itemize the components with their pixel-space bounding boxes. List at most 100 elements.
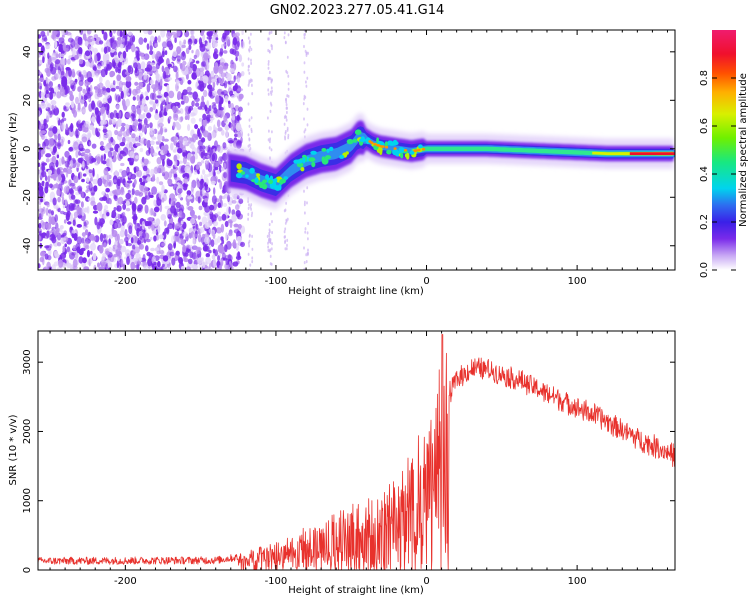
noise-cell (219, 47, 224, 56)
noise-cell (167, 77, 172, 81)
noise-cell (172, 105, 177, 113)
noise-cell (45, 101, 49, 110)
noise-cell (65, 123, 69, 131)
noise-cell (148, 191, 151, 197)
transition-dot (267, 248, 270, 252)
noise-cell (147, 217, 154, 222)
figure-title: GN02.2023.277.05.41.G14 (270, 3, 445, 18)
noise-cell (149, 127, 155, 136)
noise-cell (163, 171, 170, 180)
noise-cell (166, 103, 172, 110)
transition-dot (269, 137, 271, 141)
transition-dot (304, 230, 307, 234)
noise-cell (173, 111, 177, 118)
noise-cell (176, 30, 181, 37)
noise-cell (141, 220, 146, 230)
transition-dot (268, 70, 271, 75)
transition-dot (302, 102, 305, 106)
noise-cell (203, 52, 209, 60)
noise-cell (114, 222, 118, 229)
noise-cell (156, 134, 163, 141)
noise-cell (135, 135, 140, 143)
transition-dot (251, 234, 254, 238)
transition-dot (304, 227, 307, 231)
transition-dot (267, 116, 269, 120)
noise-cell (188, 105, 194, 111)
noise-cell (162, 159, 165, 167)
noise-cell (143, 265, 148, 270)
noise-cell (232, 32, 237, 38)
noise-cell (62, 167, 68, 173)
noise-cell (74, 54, 79, 60)
transition-dot (303, 97, 306, 101)
noise-cell (97, 262, 100, 268)
noise-cell (126, 180, 133, 184)
noise-cell (116, 104, 120, 111)
noise-cell (219, 245, 225, 254)
noise-cell (90, 186, 96, 196)
noise-cell (229, 48, 235, 55)
noise-cell (44, 175, 48, 182)
noise-cell (225, 130, 229, 139)
noise-cell (164, 50, 168, 56)
noise-cell (238, 56, 243, 61)
noise-cell (198, 262, 204, 270)
noise-cell (149, 194, 154, 198)
noise-cell (44, 67, 50, 74)
noise-cell (61, 196, 65, 205)
noise-cell (208, 249, 212, 254)
transition-dot (267, 92, 270, 96)
noise-cell (224, 124, 230, 131)
noise-cell (45, 245, 52, 251)
noise-cell (125, 112, 131, 119)
transition-dot (271, 242, 273, 246)
noise-cell (163, 111, 168, 116)
noise-cell (114, 56, 120, 64)
noise-cell (197, 196, 201, 204)
noise-cell (61, 49, 65, 55)
transition-dot (307, 237, 309, 241)
noise-cell (232, 37, 238, 46)
noise-cell (237, 213, 244, 220)
noise-cell (233, 223, 239, 228)
noise-cell (132, 96, 136, 101)
noise-cell (59, 225, 64, 230)
transition-dot (307, 248, 309, 252)
ridge-hotspot (409, 150, 415, 155)
noise-cell (154, 43, 158, 48)
noise-cell (101, 30, 105, 35)
noise-cell (91, 116, 96, 123)
noise-cell (161, 65, 165, 73)
noise-cell (38, 53, 41, 58)
noise-cell (205, 107, 210, 115)
noise-cell (157, 164, 164, 174)
noise-cell (216, 77, 222, 84)
noise-cell (38, 151, 42, 161)
noise-cell (78, 150, 81, 156)
noise-cell (168, 265, 171, 270)
noise-cell (170, 199, 175, 208)
noise-cell (188, 44, 192, 50)
noise-cell (240, 40, 245, 49)
noise-cell (146, 176, 152, 182)
noise-cell (87, 197, 94, 202)
noise-cell (234, 50, 240, 57)
noise-cell (38, 123, 45, 130)
noise-cell (154, 99, 159, 104)
transition-dot (247, 212, 250, 216)
noise-cell (46, 230, 50, 239)
noise-cell (102, 53, 107, 63)
noise-cell (96, 100, 103, 108)
noise-cell (109, 156, 113, 164)
noise-cell (226, 73, 232, 82)
noise-cell (202, 113, 207, 121)
noise-cell (229, 90, 234, 96)
noise-cell (204, 266, 211, 270)
noise-cell (234, 105, 240, 112)
noise-cell (95, 115, 101, 123)
noise-cell (194, 124, 199, 130)
noise-cell (232, 85, 238, 92)
noise-cell (61, 76, 68, 86)
noise-cell (96, 84, 101, 92)
transition-dot (284, 130, 287, 134)
